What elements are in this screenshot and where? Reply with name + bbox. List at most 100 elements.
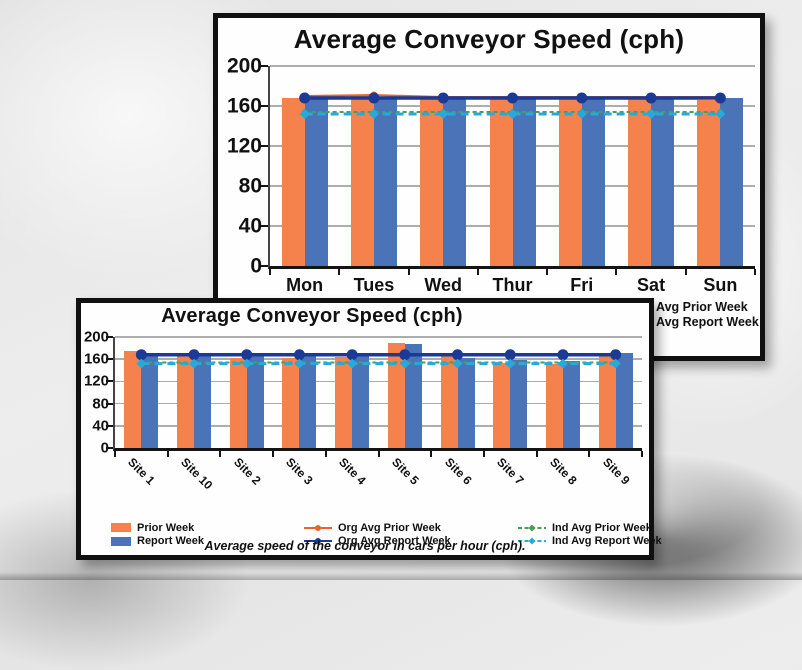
bar-prior_week-site-5 [387,342,405,448]
legend-label-report_week: Report Week [137,535,205,548]
x-axis-label-site-3: Site 3 [283,455,317,488]
x-axis-label-mon: Mon [286,275,324,295]
daily-chart-legend: Avg Prior Week Avg Report Week [656,300,759,330]
bar-report_week-site-5 [404,343,422,448]
marker-org_avg_report [714,92,726,104]
y-axis-label: 80 [92,395,109,413]
marker-org_avg_report [241,349,253,361]
x-axis-label-site-8: Site 8 [547,455,580,488]
marker-ind_avg_report [294,358,305,369]
y-axis-tick [261,105,268,107]
x-axis-label-site-6: Site 6 [441,455,475,488]
x-axis-label-fri: Fri [570,275,594,295]
bar-report_week-tues [373,98,397,266]
marker-ind_avg_report [557,358,568,369]
marker-ind_avg_report [576,109,587,119]
y-axis-label: 200 [83,328,109,346]
bar-report_week-site-2 [246,353,264,448]
gridline-40 [115,425,642,427]
x-axis-tick [272,451,275,457]
bar-report_week-thur [512,98,536,266]
prior_week-swatch [111,523,131,533]
legend-label-ind_avg_prior: Ind Avg Prior Week [552,521,652,534]
gridline-200 [270,65,755,67]
marker-ind_avg_report [136,358,147,369]
x-axis-label-wed: Wed [424,275,463,295]
y-axis-label: 120 [226,134,262,158]
y-axis-label: 0 [100,439,109,457]
marker-ind_avg_report [507,109,518,119]
marker-org_avg_report [135,349,147,361]
screen-bottom-edge [0,572,802,580]
report_week-swatch [111,536,131,546]
x-axis-label-site-2: Site 2 [230,455,264,488]
marker-ind_avg_report [646,109,657,119]
bar-prior_week-wed [420,99,444,266]
y-axis-label: 40 [238,214,262,238]
org_avg_prior-swatch [304,524,332,531]
bar-prior_week-site-1 [124,351,142,448]
gridline-160 [115,358,642,360]
x-axis-label-sat: Sat [637,275,666,295]
marker-ind_avg_report [399,358,410,369]
x-axis-tick [535,451,538,457]
legend-label-avg-report-week: Avg Report Week [656,315,759,329]
x-axis-label-site-1: Site 1 [125,455,158,488]
marker-org_avg_report [452,349,464,361]
x-axis-tick [476,269,479,275]
x-axis-label-site-9: Site 9 [599,455,633,488]
marker-org_avg_report [610,349,622,361]
daily-chart-plot-area: 0 40 80 120 160 200 Mon Tues Wed Thur Fri Sat Sun [227,56,756,295]
marker-org_avg_report [346,349,358,361]
x-axis-tick [482,451,485,457]
ind_avg_prior-swatch [518,524,546,532]
x-axis-tick [269,269,271,275]
site-lines-overlay [135,349,622,369]
y-axis-label: 80 [238,174,262,198]
marker-ind_avg_report [347,358,358,369]
legend-item-ind_avg_prior: Ind Avg Prior Week [517,521,662,535]
marker-ind_avg_report [610,358,621,369]
marker-org_avg_report [645,92,657,104]
y-axis-tick [106,402,113,405]
y-axis-label: 160 [226,94,262,118]
y-axis-label: 200 [226,54,262,78]
y-axis-tick [261,185,268,187]
marker-ind_avg_report [505,358,516,369]
x-axis-tick [430,451,433,457]
org_avg_report-swatch [304,538,332,545]
y-axis-tick [261,265,268,267]
marker-ind_avg_report [715,109,726,119]
gridline-80 [115,402,642,405]
x-axis-tick [377,451,380,457]
gridline-200 [115,336,642,338]
legend-item-prior_week: Prior Week [111,521,204,535]
x-axis-tick [407,269,410,275]
bar-prior_week-tues [350,95,374,266]
x-axis-label-site-7: Site 7 [494,455,527,488]
y-axis-tick [261,65,268,67]
y-axis-tick [261,225,268,227]
daily-chart-title: Average Conveyor Speed (cph) [293,24,685,54]
x-axis-tick [546,269,549,275]
marker-ind_avg_report [241,358,252,369]
bar-report_week-site-1 [141,352,159,448]
marker-org_avg_report [576,92,588,104]
marker-org_avg_report [507,92,518,104]
site-chart-window[interactable]: Average Conveyor Speed (cph) 0 40 80 120 160… [76,298,662,560]
bar-prior_week-site-3 [282,358,300,448]
marker-ind_avg_report [438,109,449,119]
y-axis-tick [106,380,113,383]
x-axis-tick [615,269,618,275]
bar-prior_week-site-2 [229,357,247,448]
x-axis-label-site-10: Site 10 [178,455,216,493]
x-axis-tick [114,451,116,457]
site-chart-title: Average Conveyor Speed (cph) [161,305,463,327]
daily-lines-overlay [299,91,726,119]
x-axis-tick [219,451,222,457]
bar-prior_week-site-10 [177,356,195,448]
x-axis-label-sun: Sun [703,275,738,295]
x-axis-tick [684,269,687,275]
marker-org_avg_report [299,92,311,104]
